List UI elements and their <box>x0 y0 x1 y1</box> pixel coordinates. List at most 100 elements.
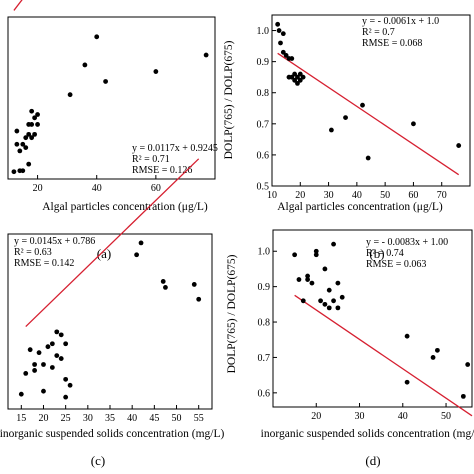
x-tick-label: 40 <box>398 411 408 422</box>
panel-caption: (d) <box>365 453 380 468</box>
fit-annotation: RMSE = 0.126 <box>132 165 192 176</box>
y-tick-label: 0.6 <box>257 150 270 161</box>
fit-annotation: R² = 0.74 <box>366 248 404 259</box>
data-point <box>326 305 332 311</box>
data-point <box>309 280 315 286</box>
regression-line <box>25 158 200 328</box>
data-point <box>196 296 202 302</box>
panel-d: 20 30 40 50 0.6 0.7 0.8 0.9 1.0 y = - 0.0083x + 1… <box>226 229 474 468</box>
x-axis-label: inorganic suspended solids concentration… <box>261 428 474 440</box>
x-tick-label: 15 <box>16 413 26 424</box>
data-point <box>163 284 168 290</box>
fit-annotation: y = 0.0117x + 0.9245 <box>132 143 218 154</box>
data-point <box>434 347 440 353</box>
data-point <box>58 332 64 338</box>
data-point <box>20 141 26 147</box>
data-point <box>331 298 336 304</box>
data-point <box>430 355 436 360</box>
data-point <box>203 52 209 58</box>
y-tick-label: 0.8 <box>258 318 271 329</box>
x-tick-label: 20 <box>295 190 305 201</box>
data-point <box>305 273 311 279</box>
data-point <box>17 148 23 154</box>
fit-annotation: R² = 0.63 <box>14 247 52 258</box>
data-point <box>404 379 410 385</box>
data-point <box>289 74 295 80</box>
y-axis-label: DOLP(765) / DOLP(675) <box>223 40 235 159</box>
data-point <box>411 121 416 127</box>
data-point <box>67 92 73 98</box>
data-point <box>63 394 69 400</box>
y-axis-label: DOLP(765) / DOLP(675) <box>226 254 238 373</box>
x-axis-label: Algal particles concentration (μg/L) <box>277 201 443 213</box>
data-point <box>82 62 88 68</box>
y-tick-label: 0.6 <box>258 388 271 399</box>
data-point <box>49 341 55 347</box>
data-point <box>32 368 38 373</box>
panel-c: 15 20 25 30 35 40 45 50 55 y = 0.0145x + 0.786R² … <box>0 158 224 468</box>
data-point <box>322 301 328 307</box>
plot-frame <box>272 229 473 408</box>
fit-annotation: R² = 0.71 <box>132 154 170 165</box>
data-point <box>26 161 32 167</box>
data-point <box>339 294 345 300</box>
panel-caption: (c) <box>91 453 105 468</box>
x-tick-label: 20 <box>311 411 321 422</box>
y-tick-label: 0.8 <box>257 88 270 99</box>
data-point <box>58 356 64 361</box>
data-point <box>11 169 17 175</box>
y-tick-label: 0.5 <box>257 182 270 193</box>
plot-frame <box>7 16 216 180</box>
data-point <box>313 252 319 258</box>
data-point <box>29 122 35 127</box>
data-point <box>14 141 20 147</box>
data-point <box>41 388 46 394</box>
data-point <box>63 376 69 382</box>
x-tick-label: 40 <box>92 183 102 194</box>
data-point <box>18 391 24 397</box>
x-tick-label: 40 <box>127 413 137 424</box>
data-point <box>465 362 471 367</box>
x-axis-label: Algal particles concentration (μg/L) <box>42 201 208 213</box>
data-point <box>35 112 40 117</box>
data-point <box>283 53 289 58</box>
data-point <box>153 69 159 74</box>
panel-b: 10 20 30 40 50 60 70 0.5 0.6 0.7 0.8 0.9 1.0 y = - 0.… <box>223 14 471 261</box>
data-point <box>365 155 371 161</box>
data-point <box>292 77 298 83</box>
data-point <box>360 102 365 108</box>
x-tick-label: 70 <box>437 190 447 201</box>
x-tick-label: 50 <box>380 190 390 201</box>
data-point <box>23 145 29 150</box>
data-point <box>36 350 42 356</box>
y-tick-label: 1.0 <box>258 247 271 258</box>
data-point <box>313 248 319 254</box>
data-point <box>300 74 306 80</box>
fit-annotation: RMSE = 0.063 <box>366 259 426 270</box>
x-axis-label: inorganic suspended solids concentration… <box>0 428 224 440</box>
data-point <box>300 298 306 304</box>
data-point <box>280 31 286 37</box>
data-point <box>54 353 60 359</box>
data-point <box>20 168 26 174</box>
data-point <box>343 115 348 120</box>
data-point <box>29 135 35 141</box>
data-point <box>331 241 336 247</box>
y-tick-label: 0.7 <box>258 353 271 364</box>
data-point <box>23 371 29 376</box>
data-point <box>63 341 69 347</box>
regression-line <box>277 52 460 176</box>
data-point <box>32 131 38 137</box>
x-tick-label: 45 <box>149 413 159 424</box>
panel-caption: (b) <box>369 246 384 261</box>
data-point <box>295 81 300 86</box>
data-point <box>275 21 281 27</box>
data-point <box>297 71 303 77</box>
data-point <box>404 333 410 339</box>
fit-annotation: y = - 0.0083x + 1.00 <box>366 237 448 248</box>
data-point <box>278 40 283 46</box>
x-tick-label: 50 <box>441 411 451 422</box>
data-point <box>49 365 55 370</box>
x-tick-label: 10 <box>267 190 277 201</box>
